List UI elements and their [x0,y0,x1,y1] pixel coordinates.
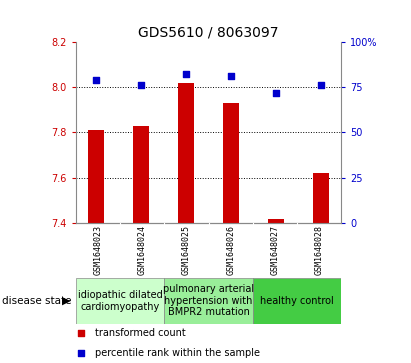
Text: GSM1648027: GSM1648027 [270,225,279,276]
Point [78,350,85,356]
Text: GSM1648028: GSM1648028 [314,225,323,276]
Text: percentile rank within the sample: percentile rank within the sample [95,348,260,358]
Title: GDS5610 / 8063097: GDS5610 / 8063097 [139,25,279,39]
Bar [223,103,239,223]
Bar [178,83,194,223]
Text: ▶: ▶ [62,296,70,306]
Text: GSM1648025: GSM1648025 [182,225,191,276]
Point [78,330,85,336]
Bar [313,174,329,223]
Bar [253,278,341,324]
Point [273,90,279,95]
Text: GSM1648024: GSM1648024 [138,225,147,276]
Text: transformed count: transformed count [95,328,185,338]
Bar [268,219,284,223]
Point [228,73,234,79]
Text: pulmonary arterial
hypertension with
BMPR2 mutation: pulmonary arterial hypertension with BMP… [163,284,254,317]
Text: GSM1648026: GSM1648026 [226,225,235,276]
Point [318,82,325,88]
Text: healthy control: healthy control [260,296,334,306]
Text: disease state: disease state [2,296,72,306]
Point [138,82,144,88]
Text: GSM1648023: GSM1648023 [94,225,103,276]
Point [92,77,99,83]
Point [183,72,189,77]
Text: idiopathic dilated
cardiomyopathy: idiopathic dilated cardiomyopathy [78,290,163,311]
Bar [88,130,104,223]
Bar [133,126,149,223]
Bar [76,278,164,324]
Bar [164,278,253,324]
